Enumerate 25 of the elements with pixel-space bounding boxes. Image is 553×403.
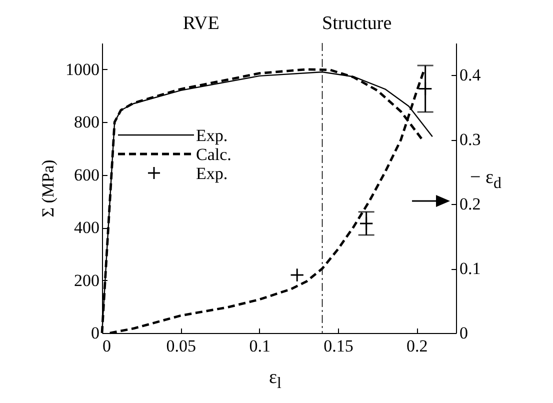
x-tick-label: 0 <box>102 336 111 356</box>
y-tick-label: 600 <box>74 165 100 184</box>
legend-label: Exp. <box>196 164 228 183</box>
y2-axis-title: − ε$_{d}$ <box>470 167 502 193</box>
legend-label: Calc. <box>196 145 232 164</box>
y-tick-label: 800 <box>74 112 100 132</box>
text: Structure <box>322 13 392 35</box>
y2-tick-label: 0.4 <box>460 66 482 85</box>
x-tick-label: 0.05 <box>166 336 196 356</box>
point <box>290 268 304 282</box>
x-tick-label: 0.1 <box>249 336 270 356</box>
y-tick-label: 400 <box>74 218 100 238</box>
text: RVE <box>182 13 220 35</box>
y2-tick-label: 0 <box>460 324 468 342</box>
y-tick-label: 0 <box>91 324 100 342</box>
y-axis-title: Σ (MPa) <box>38 160 58 218</box>
legend-label: Exp. <box>196 126 228 145</box>
y-tick-label: 200 <box>74 270 100 290</box>
x-tick-label: 0.2 <box>406 336 428 356</box>
x-axis-title: ε$_{l}$ <box>269 367 282 393</box>
y-tick-label: 1000 <box>66 60 100 79</box>
x-tick-label: 0.15 <box>324 336 354 356</box>
y2-tick-label: 0.2 <box>460 194 481 214</box>
y2-tick-label: 0.3 <box>460 130 481 150</box>
y2-tick-label: 0.1 <box>460 259 481 278</box>
